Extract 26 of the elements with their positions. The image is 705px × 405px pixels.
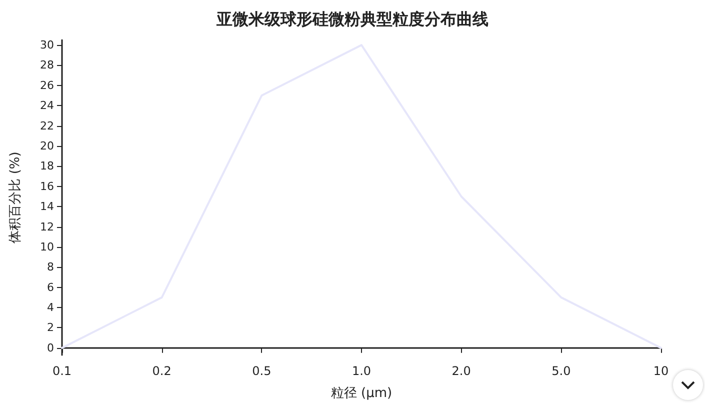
x-tick-label: 0.2 [152,364,172,378]
x-tick-label: 10 [653,364,669,378]
y-tick-label: 8 [47,260,54,274]
y-tick-label: 28 [40,58,54,72]
x-tick-label: 2.0 [452,364,471,378]
y-tick-label: 20 [40,140,54,153]
x-tick-label: 0.5 [252,364,272,378]
x-axis-title: 粒径 (μm) [330,386,392,401]
y-tick-label: 10 [40,240,54,254]
y-tick-label: 0 [47,341,54,354]
y-tick-label: 24 [40,99,54,112]
y-tick-label: 22 [40,119,54,132]
y-tick-label: 12 [40,220,54,234]
y-axis-title: 体积百分比 (%) [8,152,23,244]
y-tick-label: 6 [47,280,54,294]
y-tick-label: 30 [40,38,54,52]
x-tick-label: 0.1 [52,364,72,378]
chart-title: 亚微米级球形硅微粉典型粒度分布曲线 [216,10,488,28]
x-tick-label: 1.0 [352,364,372,378]
y-tick-label: 16 [40,180,54,193]
x-tick-label: 5.0 [552,364,571,378]
y-tick-label: 26 [40,78,54,92]
y-tick-label: 18 [40,160,54,173]
y-tick-label: 4 [47,301,54,314]
y-tick-label: 2 [47,321,54,334]
y-tick-label: 14 [40,200,54,214]
